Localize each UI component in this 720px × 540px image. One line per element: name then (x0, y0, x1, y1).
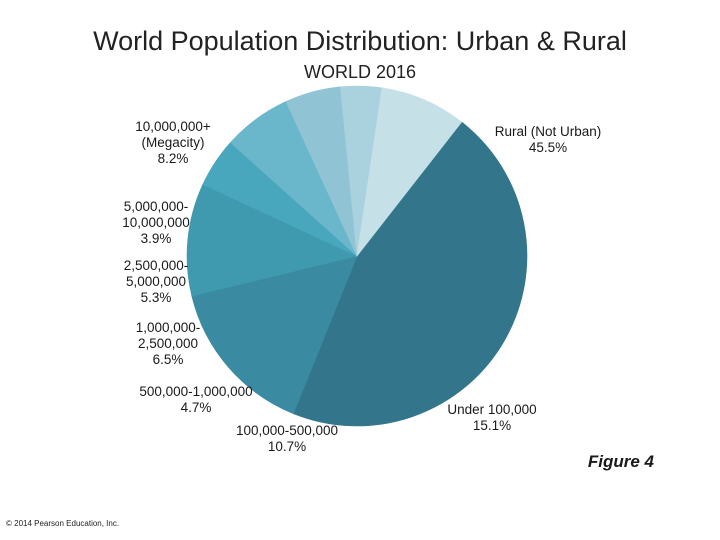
slice-label-text: (Megacity) (141, 135, 205, 150)
chart-subtitle: WORLD 2016 (303, 62, 417, 82)
slice-label-text: Under 100,000 (447, 402, 537, 417)
slice-value-label: 10.7% (267, 439, 307, 454)
pie-slice (186, 183, 358, 297)
slice-label: Rural (Not Urban) 45.5% (495, 124, 602, 156)
slice-label-text: 10,000,000+ (135, 119, 211, 134)
figure-label: Figure 4 (587, 452, 654, 471)
slice-label-text: 500,000-1,000,000 (139, 384, 253, 399)
slice-label: 100,000-500,000 10.7% (236, 423, 338, 455)
slice-label-text: 1,000,000- (135, 320, 201, 335)
slice-label-text: 5,000,000- (123, 199, 189, 214)
slice-value-label: 3.9% (140, 231, 172, 246)
slice-label-text: Rural (Not Urban) (494, 124, 602, 139)
slice-value-label: 6.5% (152, 352, 184, 367)
pie-slice (191, 255, 358, 415)
chart-title: World Population Distribution: Urban & R… (93, 26, 627, 56)
slice-value-label: 8.2% (157, 151, 189, 166)
copyright-notice: © 2014 Pearson Education, Inc. (6, 519, 120, 528)
slice-label-text: 2,500,000 (137, 336, 199, 351)
slice-value-label: 5.3% (140, 290, 172, 305)
slice-label: 1,000,000- 2,500,000 6.5% (136, 320, 201, 368)
slice-label-text: 5,000,000 (125, 274, 187, 289)
slice-label: 2,500,000- 5,000,000 5.3% (124, 258, 189, 306)
slice-label-text: 2,500,000- (123, 258, 189, 273)
slice-value-label: 45.5% (528, 140, 568, 155)
slice-label: 500,000-1,000,000 4.7% (139, 384, 252, 416)
slice-label-text: 10,000,000 (122, 215, 190, 230)
slice-label: 5,000,000- 10,000,000 3.9% (122, 199, 190, 247)
pie-slice (293, 121, 528, 427)
slice-label-text: 100,000-500,000 (235, 423, 339, 438)
slice-label: 10,000,000+ (Megacity) 8.2% (135, 119, 210, 167)
slice-value-label: 4.7% (180, 400, 212, 415)
slice-value-label: 15.1% (472, 418, 512, 433)
pie-slice (356, 87, 463, 258)
slice-label: Under 100,000 15.1% (447, 402, 536, 434)
